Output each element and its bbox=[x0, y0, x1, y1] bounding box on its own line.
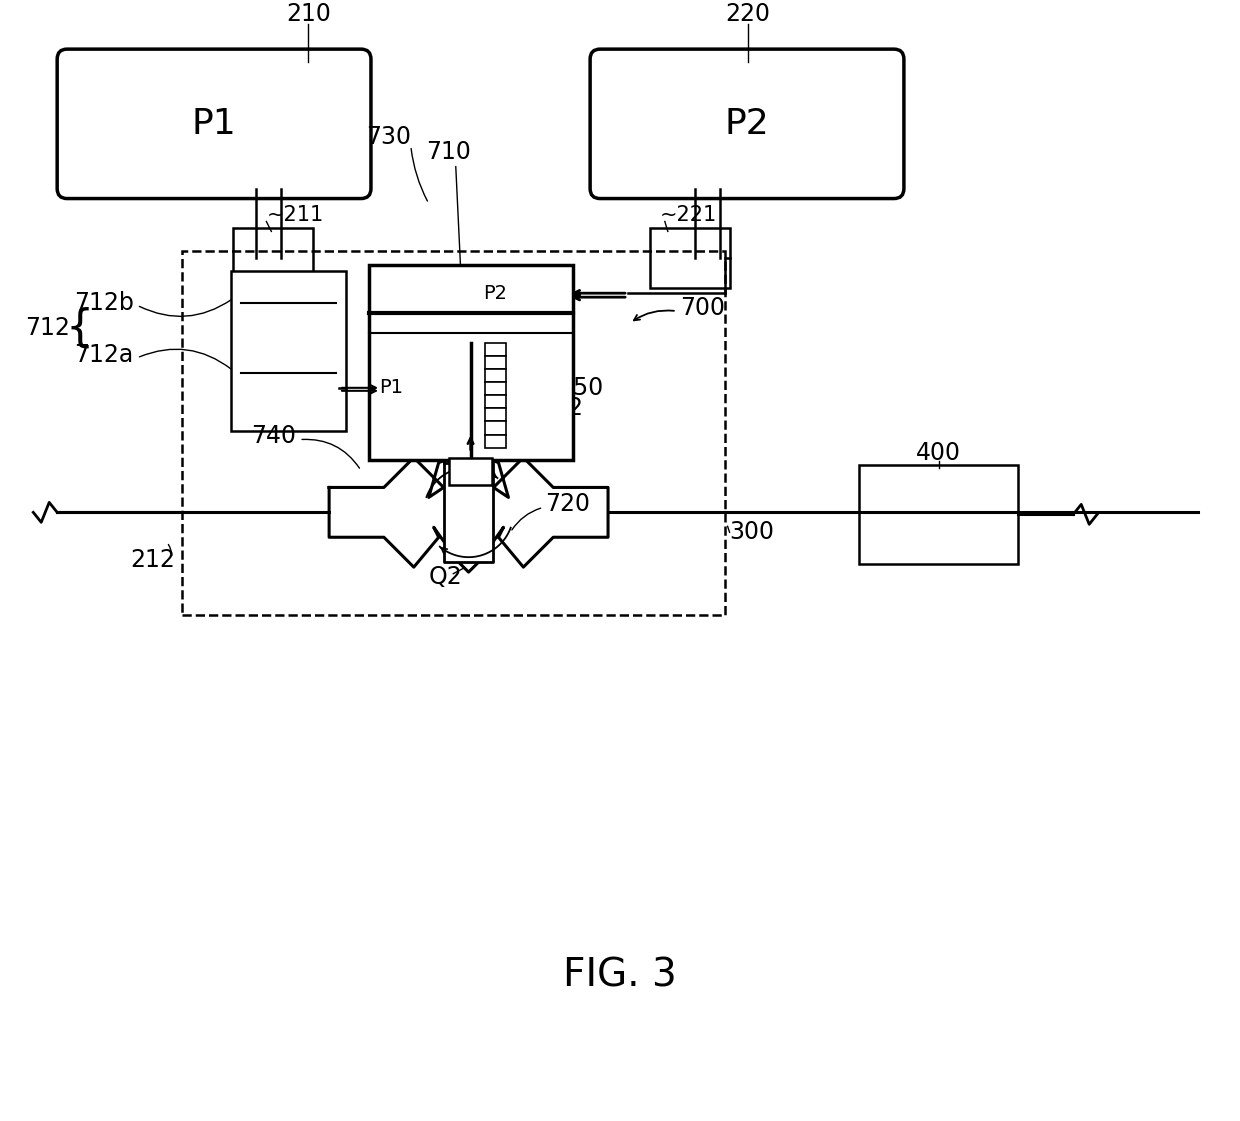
Bar bbox=[859, 464, 1018, 564]
Bar bbox=[485, 356, 506, 369]
Text: 720: 720 bbox=[546, 492, 590, 517]
Text: P1: P1 bbox=[379, 378, 403, 397]
Text: FIG. 3: FIG. 3 bbox=[563, 956, 677, 994]
Text: 730: 730 bbox=[366, 124, 412, 149]
Text: 712a: 712a bbox=[74, 343, 134, 367]
FancyBboxPatch shape bbox=[57, 49, 371, 198]
Text: P2: P2 bbox=[484, 284, 507, 303]
FancyBboxPatch shape bbox=[590, 49, 904, 198]
Bar bbox=[485, 369, 506, 382]
Polygon shape bbox=[444, 463, 494, 562]
Bar bbox=[485, 408, 506, 421]
Bar bbox=[233, 229, 314, 288]
Text: Q2: Q2 bbox=[429, 565, 463, 590]
Text: 400: 400 bbox=[916, 441, 961, 464]
Text: 210: 210 bbox=[285, 2, 331, 26]
Text: ~211: ~211 bbox=[267, 205, 324, 225]
Bar bbox=[232, 271, 346, 430]
Text: 212: 212 bbox=[130, 548, 175, 572]
Text: 750: 750 bbox=[558, 376, 604, 400]
Bar bbox=[485, 421, 506, 435]
Text: 710: 710 bbox=[427, 140, 471, 164]
Text: ~221: ~221 bbox=[660, 205, 717, 225]
Text: P2: P2 bbox=[724, 106, 769, 141]
Text: 700: 700 bbox=[680, 296, 724, 321]
Text: {: { bbox=[66, 306, 94, 350]
Bar bbox=[485, 396, 506, 408]
Text: 220: 220 bbox=[725, 2, 770, 26]
Bar bbox=[485, 343, 506, 356]
Bar bbox=[485, 435, 506, 447]
Bar bbox=[449, 457, 492, 485]
Polygon shape bbox=[329, 453, 608, 572]
Text: 740: 740 bbox=[252, 424, 296, 447]
Text: 712b: 712b bbox=[74, 291, 134, 315]
Text: 300: 300 bbox=[729, 520, 775, 545]
Bar bbox=[650, 229, 729, 288]
Bar bbox=[182, 251, 724, 615]
Text: 712: 712 bbox=[25, 316, 71, 340]
Bar bbox=[485, 382, 506, 396]
Bar bbox=[370, 266, 573, 460]
Text: P1: P1 bbox=[192, 106, 237, 141]
Text: 722: 722 bbox=[538, 396, 583, 419]
